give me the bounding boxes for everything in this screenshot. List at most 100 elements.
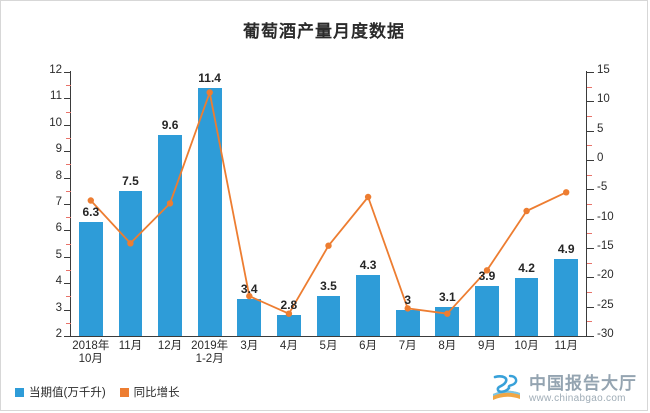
line-marker[interactable] bbox=[523, 207, 530, 215]
bar[interactable] bbox=[316, 296, 341, 336]
bar-value-label: 9.6 bbox=[161, 118, 179, 133]
y2-tick bbox=[587, 336, 594, 337]
legend-swatch bbox=[119, 387, 129, 397]
growth-line-markers bbox=[87, 89, 570, 317]
bar[interactable] bbox=[78, 222, 103, 336]
line-marker[interactable] bbox=[87, 197, 94, 204]
line-marker[interactable] bbox=[364, 193, 372, 201]
bar[interactable] bbox=[118, 190, 143, 336]
line-marker[interactable] bbox=[483, 267, 491, 274]
line-marker[interactable] bbox=[246, 292, 253, 300]
x-axis-label: 9月 bbox=[478, 340, 496, 352]
y-axis-left-label: 2 bbox=[55, 328, 62, 340]
y-axis-left-label: 5 bbox=[55, 248, 62, 261]
watermark-brand: 中国报告大厅 bbox=[529, 373, 637, 393]
x-axis-label: 10月 bbox=[514, 340, 539, 352]
y-axis-left-label: 8 bbox=[55, 169, 62, 182]
y-minor-tick bbox=[66, 190, 71, 192]
legend-label: 当期值(万千升) bbox=[29, 387, 106, 399]
y-axis-right-label: -15 bbox=[597, 240, 614, 252]
y-tick bbox=[64, 256, 71, 258]
line-marker[interactable] bbox=[444, 310, 451, 317]
y-axis-left-label: 4 bbox=[55, 275, 62, 288]
y2-tick bbox=[587, 160, 594, 161]
y2-tick bbox=[587, 101, 594, 103]
bar[interactable] bbox=[435, 306, 460, 336]
watermark: 中国报告大厅 www.chinabgao.com bbox=[489, 374, 637, 404]
x-axis-label: 2019年 1-2月 bbox=[191, 340, 229, 365]
line-marker[interactable] bbox=[206, 89, 213, 96]
y-axis-left-label: 12 bbox=[49, 64, 62, 76]
line-marker[interactable] bbox=[325, 242, 332, 249]
x-axis-label: 11月 bbox=[118, 340, 143, 352]
bar-value-label: 4.2 bbox=[518, 260, 535, 275]
y-axis-right-label: 5 bbox=[597, 122, 604, 135]
bar-value-label: 3.1 bbox=[439, 289, 456, 304]
y2-tick bbox=[587, 277, 594, 279]
y-axis-left-label: 9 bbox=[55, 143, 62, 156]
legend-swatch bbox=[15, 387, 24, 397]
bar[interactable] bbox=[554, 259, 579, 336]
y-axis-right-label: 10 bbox=[597, 93, 610, 106]
y-axis-right-label: -30 bbox=[597, 328, 614, 340]
legend-line[interactable]: 同比增长 bbox=[119, 384, 180, 400]
line-marker[interactable] bbox=[127, 240, 134, 247]
y-tick bbox=[64, 98, 71, 100]
y2-minor-tick bbox=[587, 116, 592, 117]
bar-value-label: 2.8 bbox=[280, 297, 298, 312]
y-tick bbox=[64, 336, 71, 337]
bar[interactable] bbox=[277, 314, 301, 336]
line-marker[interactable] bbox=[166, 200, 174, 207]
bar[interactable] bbox=[237, 299, 262, 336]
bar[interactable] bbox=[356, 275, 380, 336]
y-axis-left-label: 6 bbox=[55, 222, 62, 235]
bar[interactable] bbox=[475, 285, 499, 336]
y-axis-left-label: 3 bbox=[55, 301, 62, 314]
x-axis-label: 6月 bbox=[359, 340, 378, 352]
y2-tick bbox=[587, 248, 594, 249]
y2-minor-tick bbox=[587, 292, 592, 293]
x-axis-label: 4月 bbox=[279, 340, 298, 352]
y-axis-right-label: 0 bbox=[597, 152, 604, 164]
y-axis-right-label: -20 bbox=[597, 269, 614, 282]
y2-minor-tick bbox=[587, 262, 592, 264]
x-axis-label: 3月 bbox=[240, 340, 259, 352]
x-axis-line bbox=[70, 336, 587, 337]
bar-value-label: 4.3 bbox=[359, 258, 377, 273]
line-marker[interactable] bbox=[285, 310, 293, 317]
y2-tick bbox=[587, 218, 594, 220]
y-minor-tick bbox=[66, 217, 71, 219]
bar-value-label: 6.3 bbox=[82, 205, 100, 220]
bar-value-label: 3.4 bbox=[240, 282, 258, 297]
y-minor-tick bbox=[66, 111, 71, 113]
line-marker[interactable] bbox=[404, 305, 411, 312]
y2-minor-tick bbox=[587, 174, 592, 176]
y-axis-right-label: 15 bbox=[597, 64, 610, 76]
x-axis-label: 5月 bbox=[319, 340, 338, 352]
bar[interactable] bbox=[395, 309, 420, 336]
bar[interactable] bbox=[514, 277, 539, 336]
y-minor-tick bbox=[66, 270, 71, 271]
chart-title: 葡萄酒产量月度数据 bbox=[243, 22, 405, 41]
line-marker[interactable] bbox=[563, 189, 570, 196]
bar-value-label: 3 bbox=[404, 292, 412, 307]
legend-label: 同比增长 bbox=[133, 387, 180, 399]
y-minor-tick bbox=[66, 138, 71, 139]
y2-minor-tick bbox=[587, 145, 592, 147]
y2-minor-tick bbox=[587, 86, 592, 88]
legend-bars[interactable]: 当期值(万千升) bbox=[15, 384, 106, 400]
y-minor-tick bbox=[66, 164, 71, 166]
y-minor-tick bbox=[66, 243, 71, 245]
y-tick bbox=[64, 309, 71, 311]
bar-value-label: 11.4 bbox=[198, 70, 221, 85]
y-tick bbox=[64, 177, 71, 179]
y2-minor-tick bbox=[587, 233, 592, 235]
watermark-text: 中国报告大厅 www.chinabgao.com bbox=[529, 375, 637, 404]
y-axis-left-label: 7 bbox=[55, 196, 62, 208]
y-tick bbox=[64, 151, 71, 153]
chart-legend: 当期值(万千升) 同比增长 bbox=[15, 384, 180, 400]
y2-tick bbox=[587, 130, 594, 132]
watermark-url: www.chinabgao.com bbox=[529, 392, 626, 404]
bar[interactable] bbox=[197, 87, 222, 336]
